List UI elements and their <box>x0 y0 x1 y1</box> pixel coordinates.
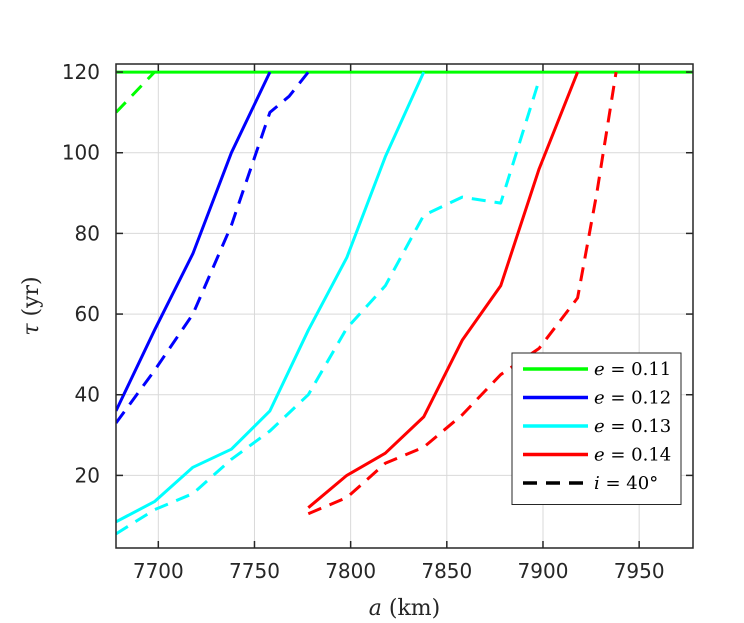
x-tick-label: 7900 <box>518 559 569 583</box>
x-axis-label: a (km) <box>369 596 440 621</box>
y-axis-label-symbol: τ <box>19 323 44 336</box>
y-axis-label-unit: (yr) <box>19 276 44 323</box>
x-tick-label: 7850 <box>421 559 472 583</box>
legend-label: i = 40° <box>594 473 658 494</box>
series-line-5-dashed <box>116 71 310 424</box>
y-tick-label: 100 <box>62 141 100 165</box>
y-tick-label: 60 <box>75 302 100 326</box>
series-layer <box>116 70 693 536</box>
x-tick-labels: 7700 7750 7800 7850 7900 7950 <box>133 559 665 583</box>
x-tick-label: 7750 <box>229 559 280 583</box>
plot-frame <box>115 63 694 549</box>
y-tick-label: 80 <box>75 221 100 245</box>
y-tick-label: 120 <box>62 60 100 84</box>
series-line-1 <box>116 71 272 412</box>
legend: e = 0.11 e = 0.12 e = 0.13 e = 0.14 i = 40° <box>511 352 682 505</box>
x-axis-label-symbol: a <box>369 596 382 621</box>
x-axis-label-unit: (km) <box>382 596 440 621</box>
legend-entries: e = 0.11 e = 0.12 e = 0.13 e = 0.14 i = 40° <box>523 359 671 494</box>
axis-ticks <box>116 64 693 548</box>
y-tick-labels: 20 40 60 80 100 120 <box>62 60 100 487</box>
legend-label: e = 0.13 <box>594 416 671 437</box>
series-line-2 <box>116 71 426 524</box>
x-tick-label: 7700 <box>133 559 184 583</box>
x-tick-label: 7950 <box>614 559 665 583</box>
legend-label: e = 0.11 <box>594 359 671 380</box>
series-line-7-dashed <box>307 71 618 516</box>
y-axis-label: τ (yr) <box>19 276 44 335</box>
legend-box <box>511 352 682 505</box>
y-tick-label: 20 <box>75 463 100 487</box>
series-line-4-dashed <box>116 71 156 114</box>
x-tick-label: 7800 <box>325 559 376 583</box>
legend-label: e = 0.14 <box>594 445 671 466</box>
series-line-6-dashed <box>116 79 541 536</box>
y-tick-label: 40 <box>75 383 100 407</box>
series-line-3 <box>307 71 579 509</box>
legend-label: e = 0.12 <box>594 388 671 409</box>
